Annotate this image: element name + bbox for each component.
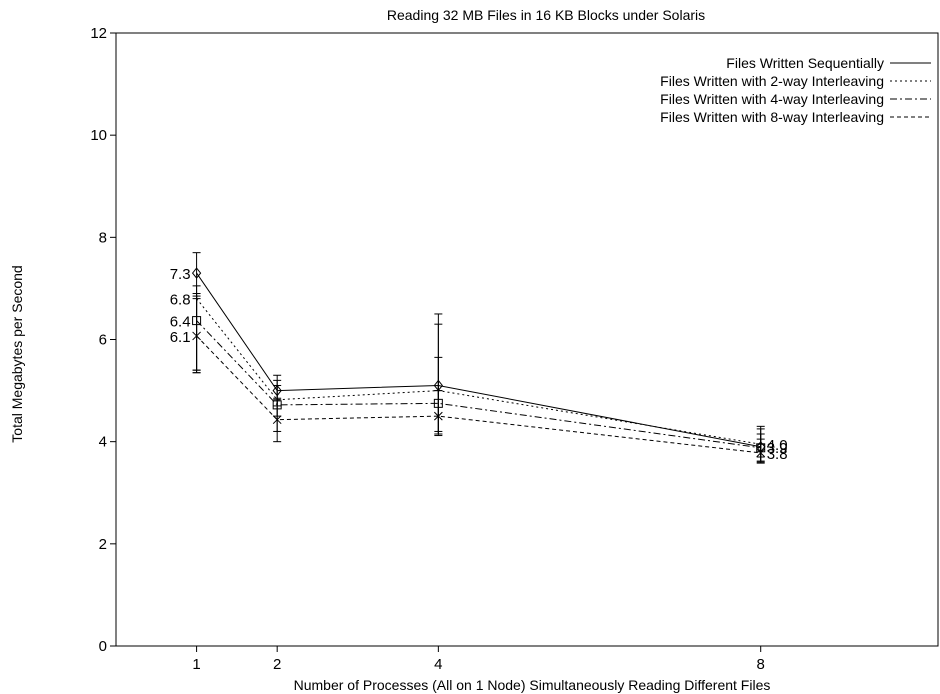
series-point bbox=[756, 448, 766, 458]
series-line bbox=[196, 335, 761, 454]
data-label: 3.8 bbox=[767, 446, 788, 463]
data-labels: 7.3 3.9 6.8 4.0 6.46.1 3.8 bbox=[170, 266, 788, 463]
y-axis-label: Total Megabytes per Second bbox=[9, 265, 25, 442]
x-tick-label: 1 bbox=[192, 656, 200, 673]
y-tick-label: 0 bbox=[99, 638, 107, 655]
y-tick-label: 4 bbox=[99, 434, 107, 451]
data-label: 7.3 bbox=[170, 266, 191, 283]
x-axis-label: Number of Processes (All on 1 Node) Simu… bbox=[294, 677, 771, 693]
data-label: 6.8 bbox=[170, 292, 191, 309]
x-tick-label: 2 bbox=[273, 656, 281, 673]
legend-label: Files Written with 8-way Interleaving bbox=[660, 109, 884, 125]
x-tick-label: 8 bbox=[757, 656, 765, 673]
y-tick-label: 12 bbox=[90, 25, 107, 42]
series-layer bbox=[191, 252, 766, 464]
legend-label: Files Written with 4-way Interleaving bbox=[660, 91, 884, 107]
series-line bbox=[196, 272, 761, 448]
data-label: 6.4 bbox=[170, 314, 191, 331]
legend-label: Files Written Sequentially bbox=[726, 55, 884, 71]
y-tick-label: 8 bbox=[99, 229, 107, 246]
series-point bbox=[191, 267, 202, 279]
series-4 bbox=[192, 295, 766, 464]
series-point bbox=[192, 331, 201, 341]
data-label: 6.1 bbox=[170, 329, 191, 346]
chart-title: Reading 32 MB Files in 16 KB Blocks unde… bbox=[387, 7, 705, 23]
series-point bbox=[272, 415, 282, 425]
data-label: 3.9 bbox=[767, 440, 788, 457]
series-line bbox=[196, 298, 761, 445]
series-3 bbox=[192, 293, 766, 463]
legend: Files Written Sequentially Files Written … bbox=[660, 55, 931, 125]
series-line bbox=[196, 320, 761, 449]
series-point bbox=[433, 411, 443, 421]
y-tick-label: 2 bbox=[99, 536, 107, 553]
x-tick-label: 4 bbox=[434, 656, 442, 673]
legend-label: Files Written with 2-way Interleaving bbox=[660, 73, 884, 89]
series-1 bbox=[191, 252, 766, 462]
y-tick-label: 10 bbox=[90, 127, 107, 144]
y-tick-label: 6 bbox=[99, 332, 107, 349]
data-label: 4.0 bbox=[767, 437, 788, 454]
